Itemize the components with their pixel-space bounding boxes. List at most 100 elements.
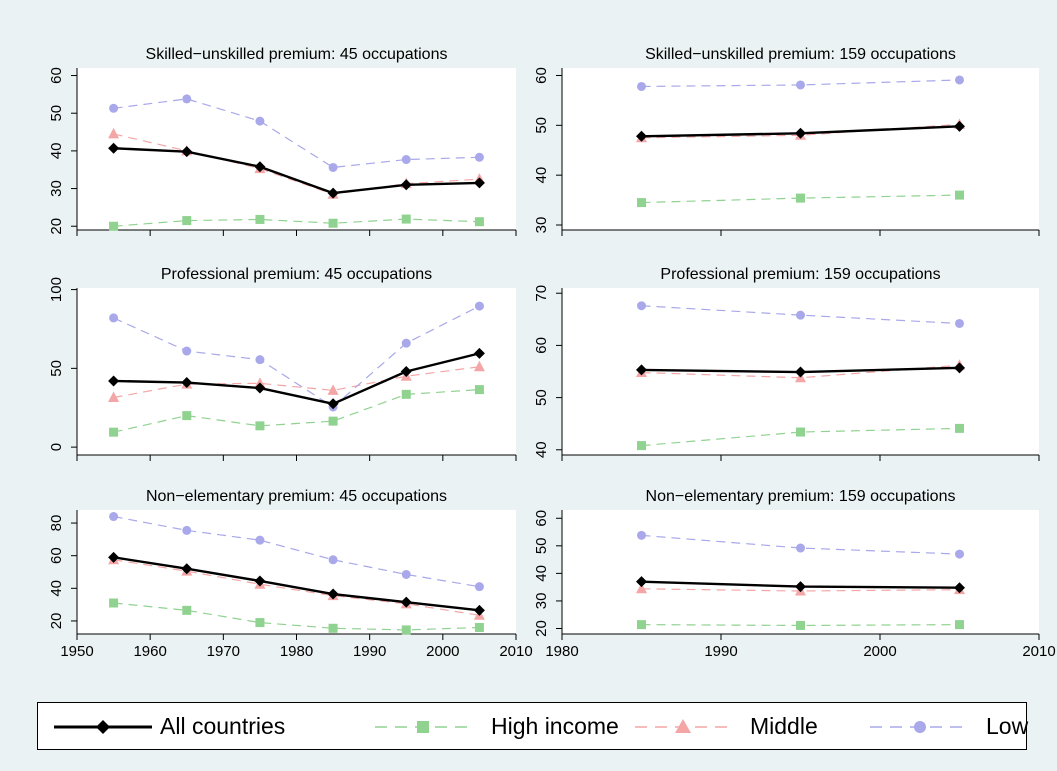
point-high-income: [955, 423, 964, 433]
point-high-income: [328, 416, 338, 426]
point-all-countries: [254, 575, 266, 587]
point-middle: [108, 127, 120, 139]
point-high-income: [328, 623, 338, 633]
point-all-countries: [795, 127, 806, 139]
x-tick-label: 1950: [60, 643, 93, 660]
x-tick-label: 2010: [1022, 643, 1055, 660]
panel-title: Professional premium: 159 occupations: [660, 266, 940, 283]
y-tick-label: 50: [48, 105, 65, 122]
point-all-countries: [254, 161, 266, 173]
x-tick-label: 1970: [207, 643, 240, 660]
point-high-income: [255, 618, 265, 628]
point-all-countries: [954, 120, 965, 132]
panel-title: Skilled−unskilled premium: 45 occupation…: [146, 46, 448, 63]
x-tick-label: 1980: [280, 643, 313, 660]
panel-3: Professional premium: 45 occupations 0 50 1…: [48, 266, 517, 461]
point-low: [401, 338, 411, 348]
point-all-countries: [473, 347, 485, 359]
plot-area: [562, 68, 1039, 230]
point-all-countries: [108, 551, 120, 563]
point-all-countries: [795, 581, 806, 593]
point-low: [109, 512, 119, 522]
series-line-middle: [641, 588, 960, 592]
point-high-income: [637, 198, 646, 208]
y-tick-label: 50: [533, 117, 550, 134]
panel-title: Professional premium: 45 occupations: [161, 266, 432, 283]
point-high-income: [401, 625, 411, 635]
y-tick-label: 50: [48, 360, 65, 377]
point-low: [255, 355, 265, 365]
legend-swatch-middle: [635, 719, 731, 733]
point-high-income: [955, 620, 964, 630]
point-high-income: [109, 427, 119, 437]
point-middle: [327, 384, 339, 395]
series-line-all-countries: [113, 147, 480, 195]
point-low: [796, 80, 805, 90]
series-line-low: [113, 515, 480, 588]
y-tick-label: 30: [533, 217, 550, 234]
point-all-countries: [473, 604, 485, 616]
panel-5: Non−elementary premium: 45 occupations 20…: [48, 488, 533, 660]
point-low: [955, 75, 964, 85]
point-low: [637, 81, 646, 91]
point-low: [328, 555, 338, 565]
series-line-middle: [641, 364, 960, 379]
series-line-middle: [113, 559, 480, 616]
point-all-countries: [327, 187, 339, 199]
point-low: [109, 103, 119, 113]
legend-swatch-high-income: [375, 721, 471, 733]
panel-title: Skilled−unskilled premium: 159 occupatio…: [645, 46, 956, 63]
series-line-high-income: [113, 602, 480, 631]
series-line-middle: [113, 133, 480, 195]
point-low: [182, 94, 192, 104]
point-low: [474, 582, 484, 592]
y-tick-label: 60: [533, 337, 550, 354]
panel-6: Non−elementary premium: 159 occupations 2…: [533, 488, 1056, 660]
series-line-low: [641, 534, 960, 555]
x-tick-label: 1980: [545, 643, 578, 660]
y-tick-label: 60: [48, 547, 65, 564]
y-tick-label: 60: [533, 510, 550, 527]
point-all-countries: [400, 179, 412, 191]
point-all-countries: [400, 596, 412, 608]
series-line-all-countries: [113, 556, 480, 612]
y-tick-label: 50: [533, 389, 550, 406]
series-line-high-income: [641, 624, 960, 627]
y-tick-label: 30: [533, 593, 550, 610]
y-tick-label: 40: [48, 143, 65, 160]
point-high-income: [796, 193, 805, 203]
point-low: [637, 530, 646, 540]
legend-swatch-low: [870, 721, 968, 733]
series-line-low: [113, 98, 480, 169]
y-tick-label: 100: [48, 277, 65, 302]
series-line-middle: [641, 123, 960, 139]
point-low: [328, 162, 338, 172]
point-all-countries: [954, 582, 965, 594]
point-high-income: [401, 214, 411, 224]
y-tick-label: 50: [533, 537, 550, 554]
point-high-income: [637, 441, 646, 451]
legend-label-low: Low: [986, 713, 1029, 739]
series-line-middle: [113, 366, 480, 399]
point-low: [182, 346, 192, 356]
panel-title: Non−elementary premium: 159 occupations: [646, 488, 956, 505]
series-line-high-income: [113, 218, 480, 227]
y-tick-label: 40: [533, 441, 550, 458]
legend-label-high-income: High income: [491, 713, 619, 739]
point-low: [955, 549, 964, 559]
point-all-countries: [327, 398, 339, 410]
point-high-income: [109, 598, 119, 608]
x-tick-label: 1990: [704, 643, 737, 660]
y-tick-label: 40: [533, 565, 550, 582]
plot-area: [77, 510, 516, 634]
point-high-income: [796, 620, 805, 630]
panel-1: Skilled−unskilled premium: 45 occupation…: [48, 46, 517, 236]
series-line-low: [113, 305, 480, 408]
panel-2: Skilled−unskilled premium: 159 occupatio…: [533, 46, 1040, 236]
point-all-countries: [327, 588, 339, 600]
series-line-all-countries: [113, 352, 480, 405]
point-all-countries: [108, 142, 120, 154]
point-all-countries: [108, 375, 120, 387]
legend-swatch-all-countries: [54, 720, 152, 734]
